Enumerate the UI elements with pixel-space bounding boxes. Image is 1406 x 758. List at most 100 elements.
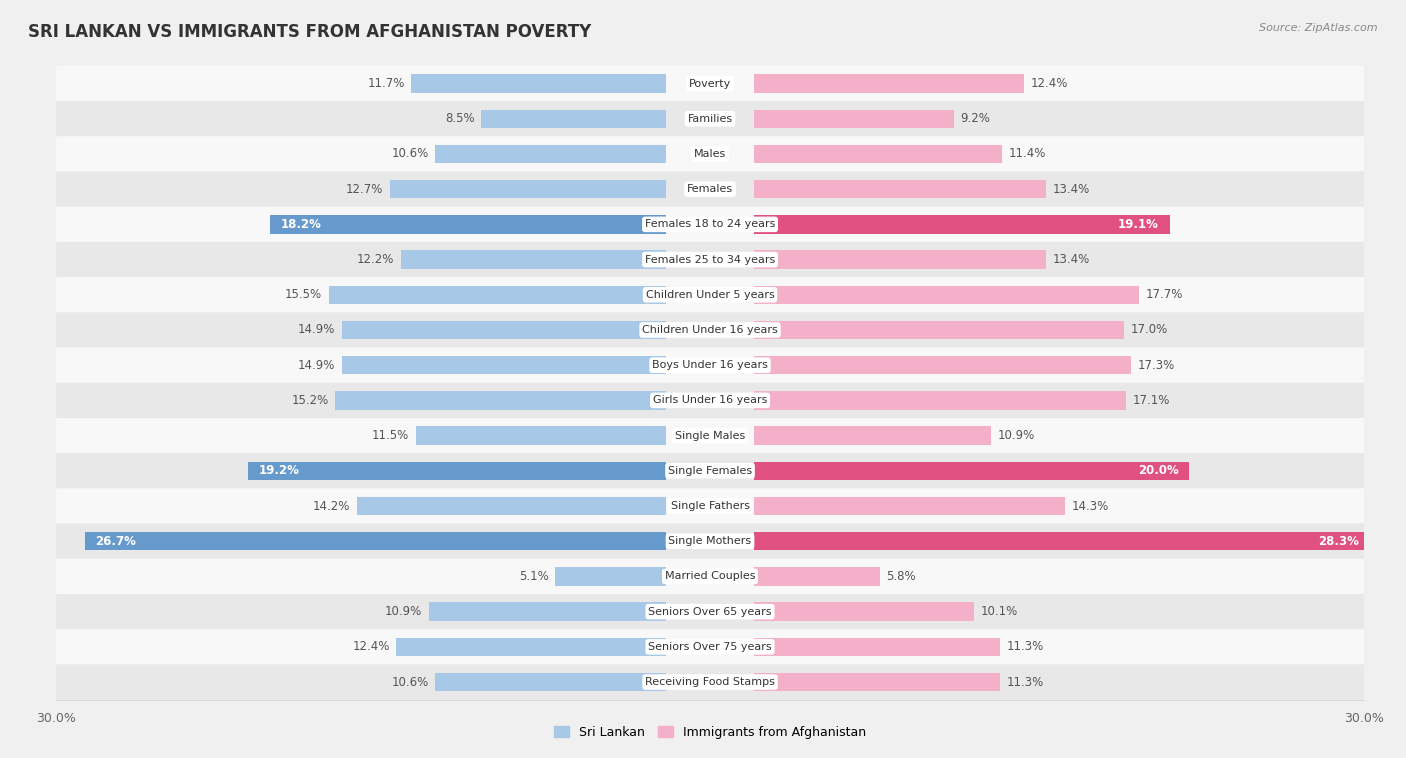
Text: Seniors Over 75 years: Seniors Over 75 years — [648, 642, 772, 652]
FancyBboxPatch shape — [56, 418, 1364, 453]
Bar — [754, 532, 1371, 550]
Text: Girls Under 16 years: Girls Under 16 years — [652, 396, 768, 406]
FancyBboxPatch shape — [56, 383, 1364, 418]
Bar — [754, 603, 974, 621]
Text: 11.3%: 11.3% — [1007, 675, 1043, 688]
Bar — [555, 567, 666, 586]
Text: 13.4%: 13.4% — [1052, 183, 1090, 196]
Text: 10.1%: 10.1% — [980, 605, 1018, 618]
Text: Seniors Over 65 years: Seniors Over 65 years — [648, 606, 772, 617]
Text: Children Under 5 years: Children Under 5 years — [645, 290, 775, 299]
Text: 17.1%: 17.1% — [1133, 394, 1170, 407]
Text: SRI LANKAN VS IMMIGRANTS FROM AFGHANISTAN POVERTY: SRI LANKAN VS IMMIGRANTS FROM AFGHANISTA… — [28, 23, 592, 41]
FancyBboxPatch shape — [56, 594, 1364, 629]
FancyBboxPatch shape — [56, 488, 1364, 524]
FancyBboxPatch shape — [56, 277, 1364, 312]
Bar — [412, 74, 666, 92]
Text: 10.6%: 10.6% — [392, 675, 429, 688]
FancyBboxPatch shape — [56, 524, 1364, 559]
Text: 28.3%: 28.3% — [1319, 534, 1360, 548]
Bar — [357, 496, 666, 515]
Text: Families: Families — [688, 114, 733, 124]
Text: 14.9%: 14.9% — [298, 359, 335, 371]
FancyBboxPatch shape — [56, 66, 1364, 101]
Text: 11.5%: 11.5% — [373, 429, 409, 442]
Text: Married Couples: Married Couples — [665, 572, 755, 581]
Text: 20.0%: 20.0% — [1137, 465, 1178, 478]
Bar — [329, 286, 666, 304]
Text: 12.4%: 12.4% — [353, 641, 389, 653]
Text: 11.4%: 11.4% — [1008, 148, 1046, 161]
Text: 17.0%: 17.0% — [1130, 324, 1168, 337]
Legend: Sri Lankan, Immigrants from Afghanistan: Sri Lankan, Immigrants from Afghanistan — [550, 721, 870, 744]
Text: Females: Females — [688, 184, 733, 194]
FancyBboxPatch shape — [56, 101, 1364, 136]
Bar — [754, 462, 1189, 480]
Bar — [754, 321, 1125, 339]
Text: Poverty: Poverty — [689, 79, 731, 89]
Text: 8.5%: 8.5% — [446, 112, 475, 125]
Bar — [84, 532, 666, 550]
Bar — [247, 462, 666, 480]
Bar — [754, 286, 1139, 304]
Text: 5.1%: 5.1% — [519, 570, 548, 583]
Bar — [754, 391, 1126, 409]
FancyBboxPatch shape — [56, 559, 1364, 594]
FancyBboxPatch shape — [56, 242, 1364, 277]
Bar — [754, 496, 1066, 515]
Bar — [416, 427, 666, 445]
Text: 14.2%: 14.2% — [314, 500, 350, 512]
Text: 11.3%: 11.3% — [1007, 641, 1043, 653]
Text: 14.9%: 14.9% — [298, 324, 335, 337]
FancyBboxPatch shape — [56, 629, 1364, 665]
Text: 10.6%: 10.6% — [392, 148, 429, 161]
Bar — [335, 391, 666, 409]
FancyBboxPatch shape — [56, 207, 1364, 242]
Text: Single Females: Single Females — [668, 466, 752, 476]
Bar — [754, 637, 1000, 656]
Text: 26.7%: 26.7% — [96, 534, 136, 548]
Text: 9.2%: 9.2% — [960, 112, 990, 125]
Text: Children Under 16 years: Children Under 16 years — [643, 325, 778, 335]
Bar — [436, 145, 666, 163]
FancyBboxPatch shape — [56, 171, 1364, 207]
Bar — [754, 180, 1046, 199]
Bar — [401, 250, 666, 269]
FancyBboxPatch shape — [56, 312, 1364, 348]
Text: 12.2%: 12.2% — [357, 253, 394, 266]
Bar — [754, 356, 1130, 374]
Text: Males: Males — [695, 149, 725, 159]
Bar — [389, 180, 666, 199]
FancyBboxPatch shape — [56, 453, 1364, 488]
Text: 19.1%: 19.1% — [1118, 218, 1159, 231]
Bar — [754, 110, 955, 128]
Text: 12.7%: 12.7% — [346, 183, 382, 196]
Text: Single Mothers: Single Mothers — [668, 536, 752, 547]
Bar — [754, 673, 1000, 691]
FancyBboxPatch shape — [56, 136, 1364, 171]
Text: 14.3%: 14.3% — [1071, 500, 1109, 512]
Text: 5.8%: 5.8% — [887, 570, 917, 583]
Text: 19.2%: 19.2% — [259, 465, 299, 478]
Text: Females 18 to 24 years: Females 18 to 24 years — [645, 219, 775, 230]
Bar — [342, 356, 666, 374]
Text: 15.5%: 15.5% — [285, 288, 322, 301]
Text: Receiving Food Stamps: Receiving Food Stamps — [645, 677, 775, 687]
Text: Single Males: Single Males — [675, 431, 745, 440]
Bar — [270, 215, 666, 233]
Bar — [396, 637, 666, 656]
FancyBboxPatch shape — [56, 665, 1364, 700]
Bar — [754, 145, 1002, 163]
Text: 15.2%: 15.2% — [291, 394, 329, 407]
Bar — [754, 215, 1170, 233]
Text: Boys Under 16 years: Boys Under 16 years — [652, 360, 768, 370]
Text: 13.4%: 13.4% — [1052, 253, 1090, 266]
Text: Single Fathers: Single Fathers — [671, 501, 749, 511]
Text: 10.9%: 10.9% — [998, 429, 1035, 442]
Bar — [342, 321, 666, 339]
Bar — [481, 110, 666, 128]
Text: 10.9%: 10.9% — [385, 605, 422, 618]
Bar — [754, 250, 1046, 269]
Text: 17.7%: 17.7% — [1146, 288, 1184, 301]
Bar — [429, 603, 666, 621]
